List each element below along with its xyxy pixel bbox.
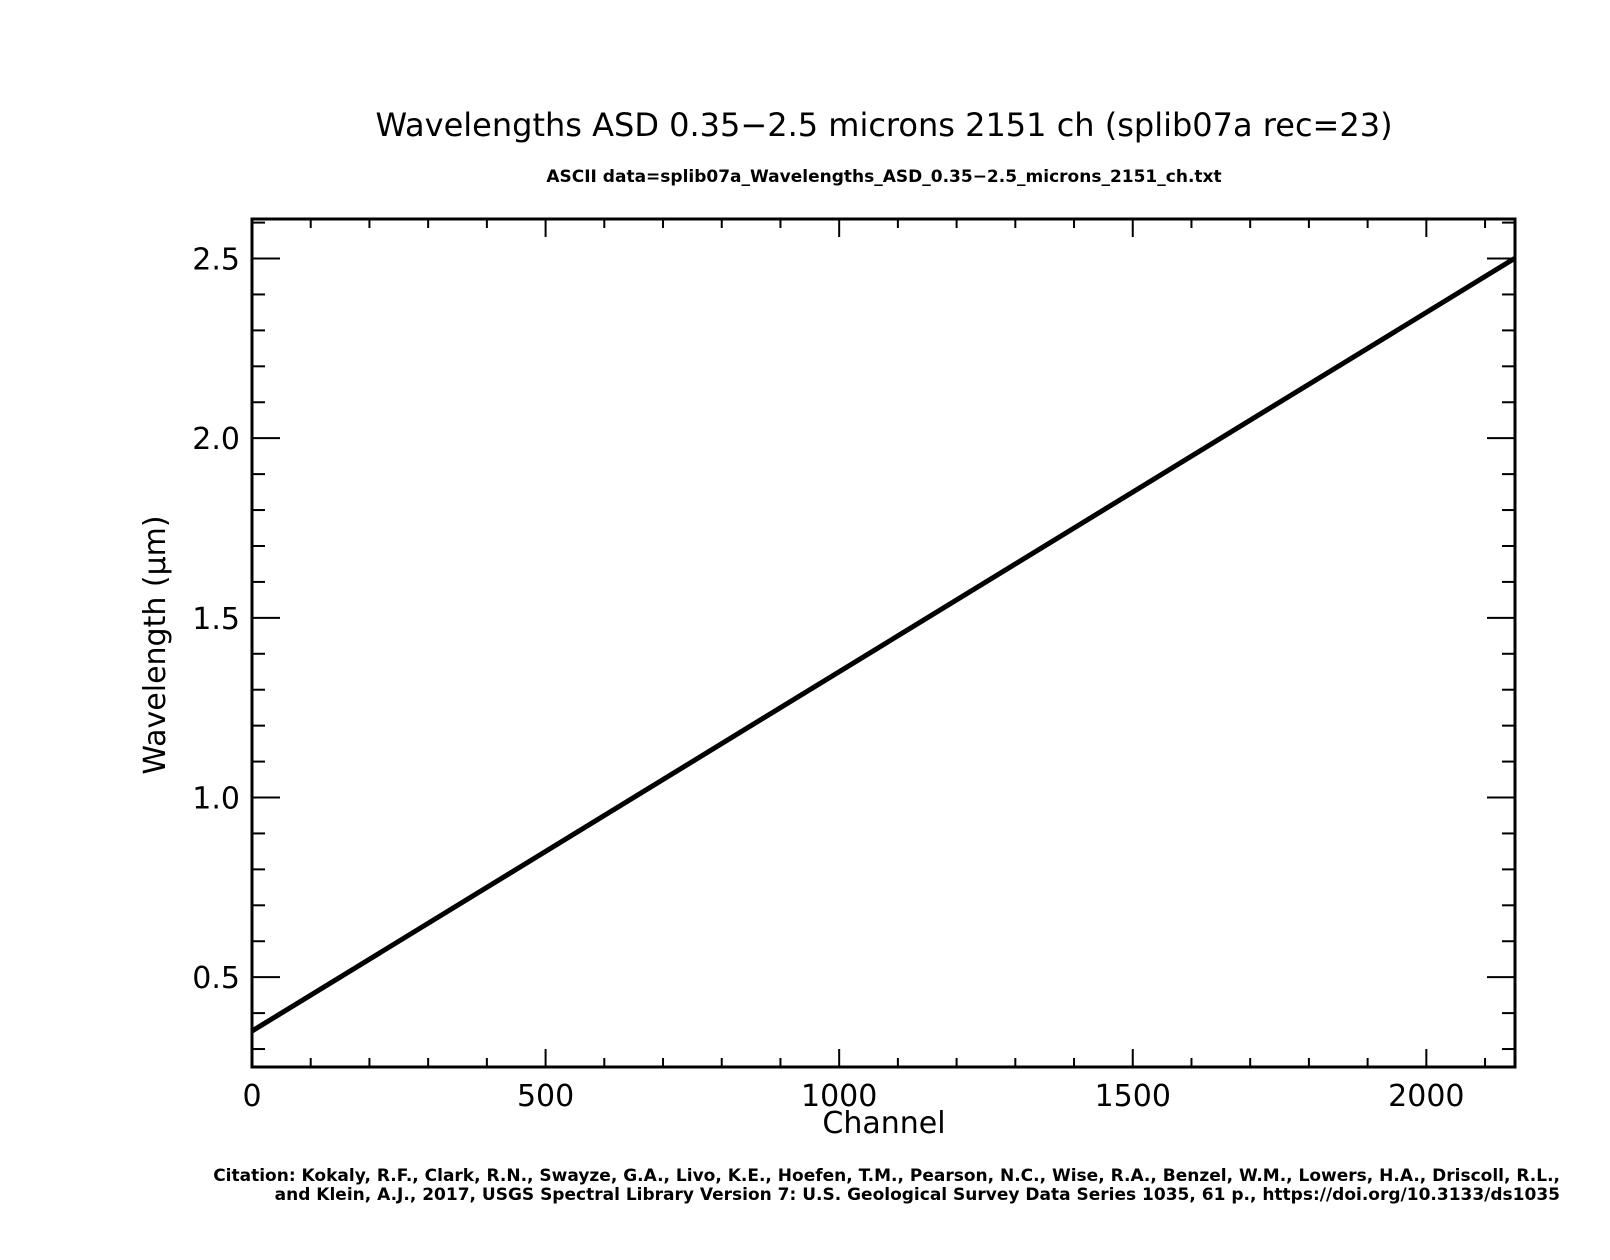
- citation-line-1: Citation: Kokaly, R.F., Clark, R.N., Swa…: [213, 1166, 1560, 1186]
- y-axis-label: Wavelength (μm): [138, 515, 173, 774]
- data-series: [250, 256, 1516, 1034]
- x-tick-label: 1500: [1095, 1079, 1171, 1114]
- x-axis-label: Channel: [822, 1106, 945, 1141]
- y-tick-label: 1.0: [192, 782, 240, 817]
- y-tick-label: 1.5: [192, 602, 240, 637]
- x-tick-label: 500: [517, 1079, 574, 1114]
- axis-tick-labels: 0 500 1000 1500 2000 0.5 1.0 1.5 2.0 2.5: [192, 243, 1464, 1114]
- x-tick-label: 1000: [801, 1079, 877, 1114]
- y-tick-label: 2.0: [192, 422, 240, 457]
- x-tick-label: 0: [242, 1079, 261, 1114]
- chart-subtitle: ASCII data=splib07a_Wavelengths_ASD_0.35…: [546, 167, 1221, 187]
- y-tick-label: 2.5: [192, 243, 240, 278]
- chart-title: Wavelengths ASD 0.35−2.5 microns 2151 ch…: [375, 106, 1392, 144]
- x-tick-label: 2000: [1388, 1079, 1464, 1114]
- y-tick-label: 0.5: [192, 961, 240, 996]
- citation-line-2: and Klein, A.J., 2017, USGS Spectral Lib…: [275, 1185, 1560, 1205]
- series-line: [250, 256, 1516, 1034]
- plot-frame: [250, 217, 1517, 1069]
